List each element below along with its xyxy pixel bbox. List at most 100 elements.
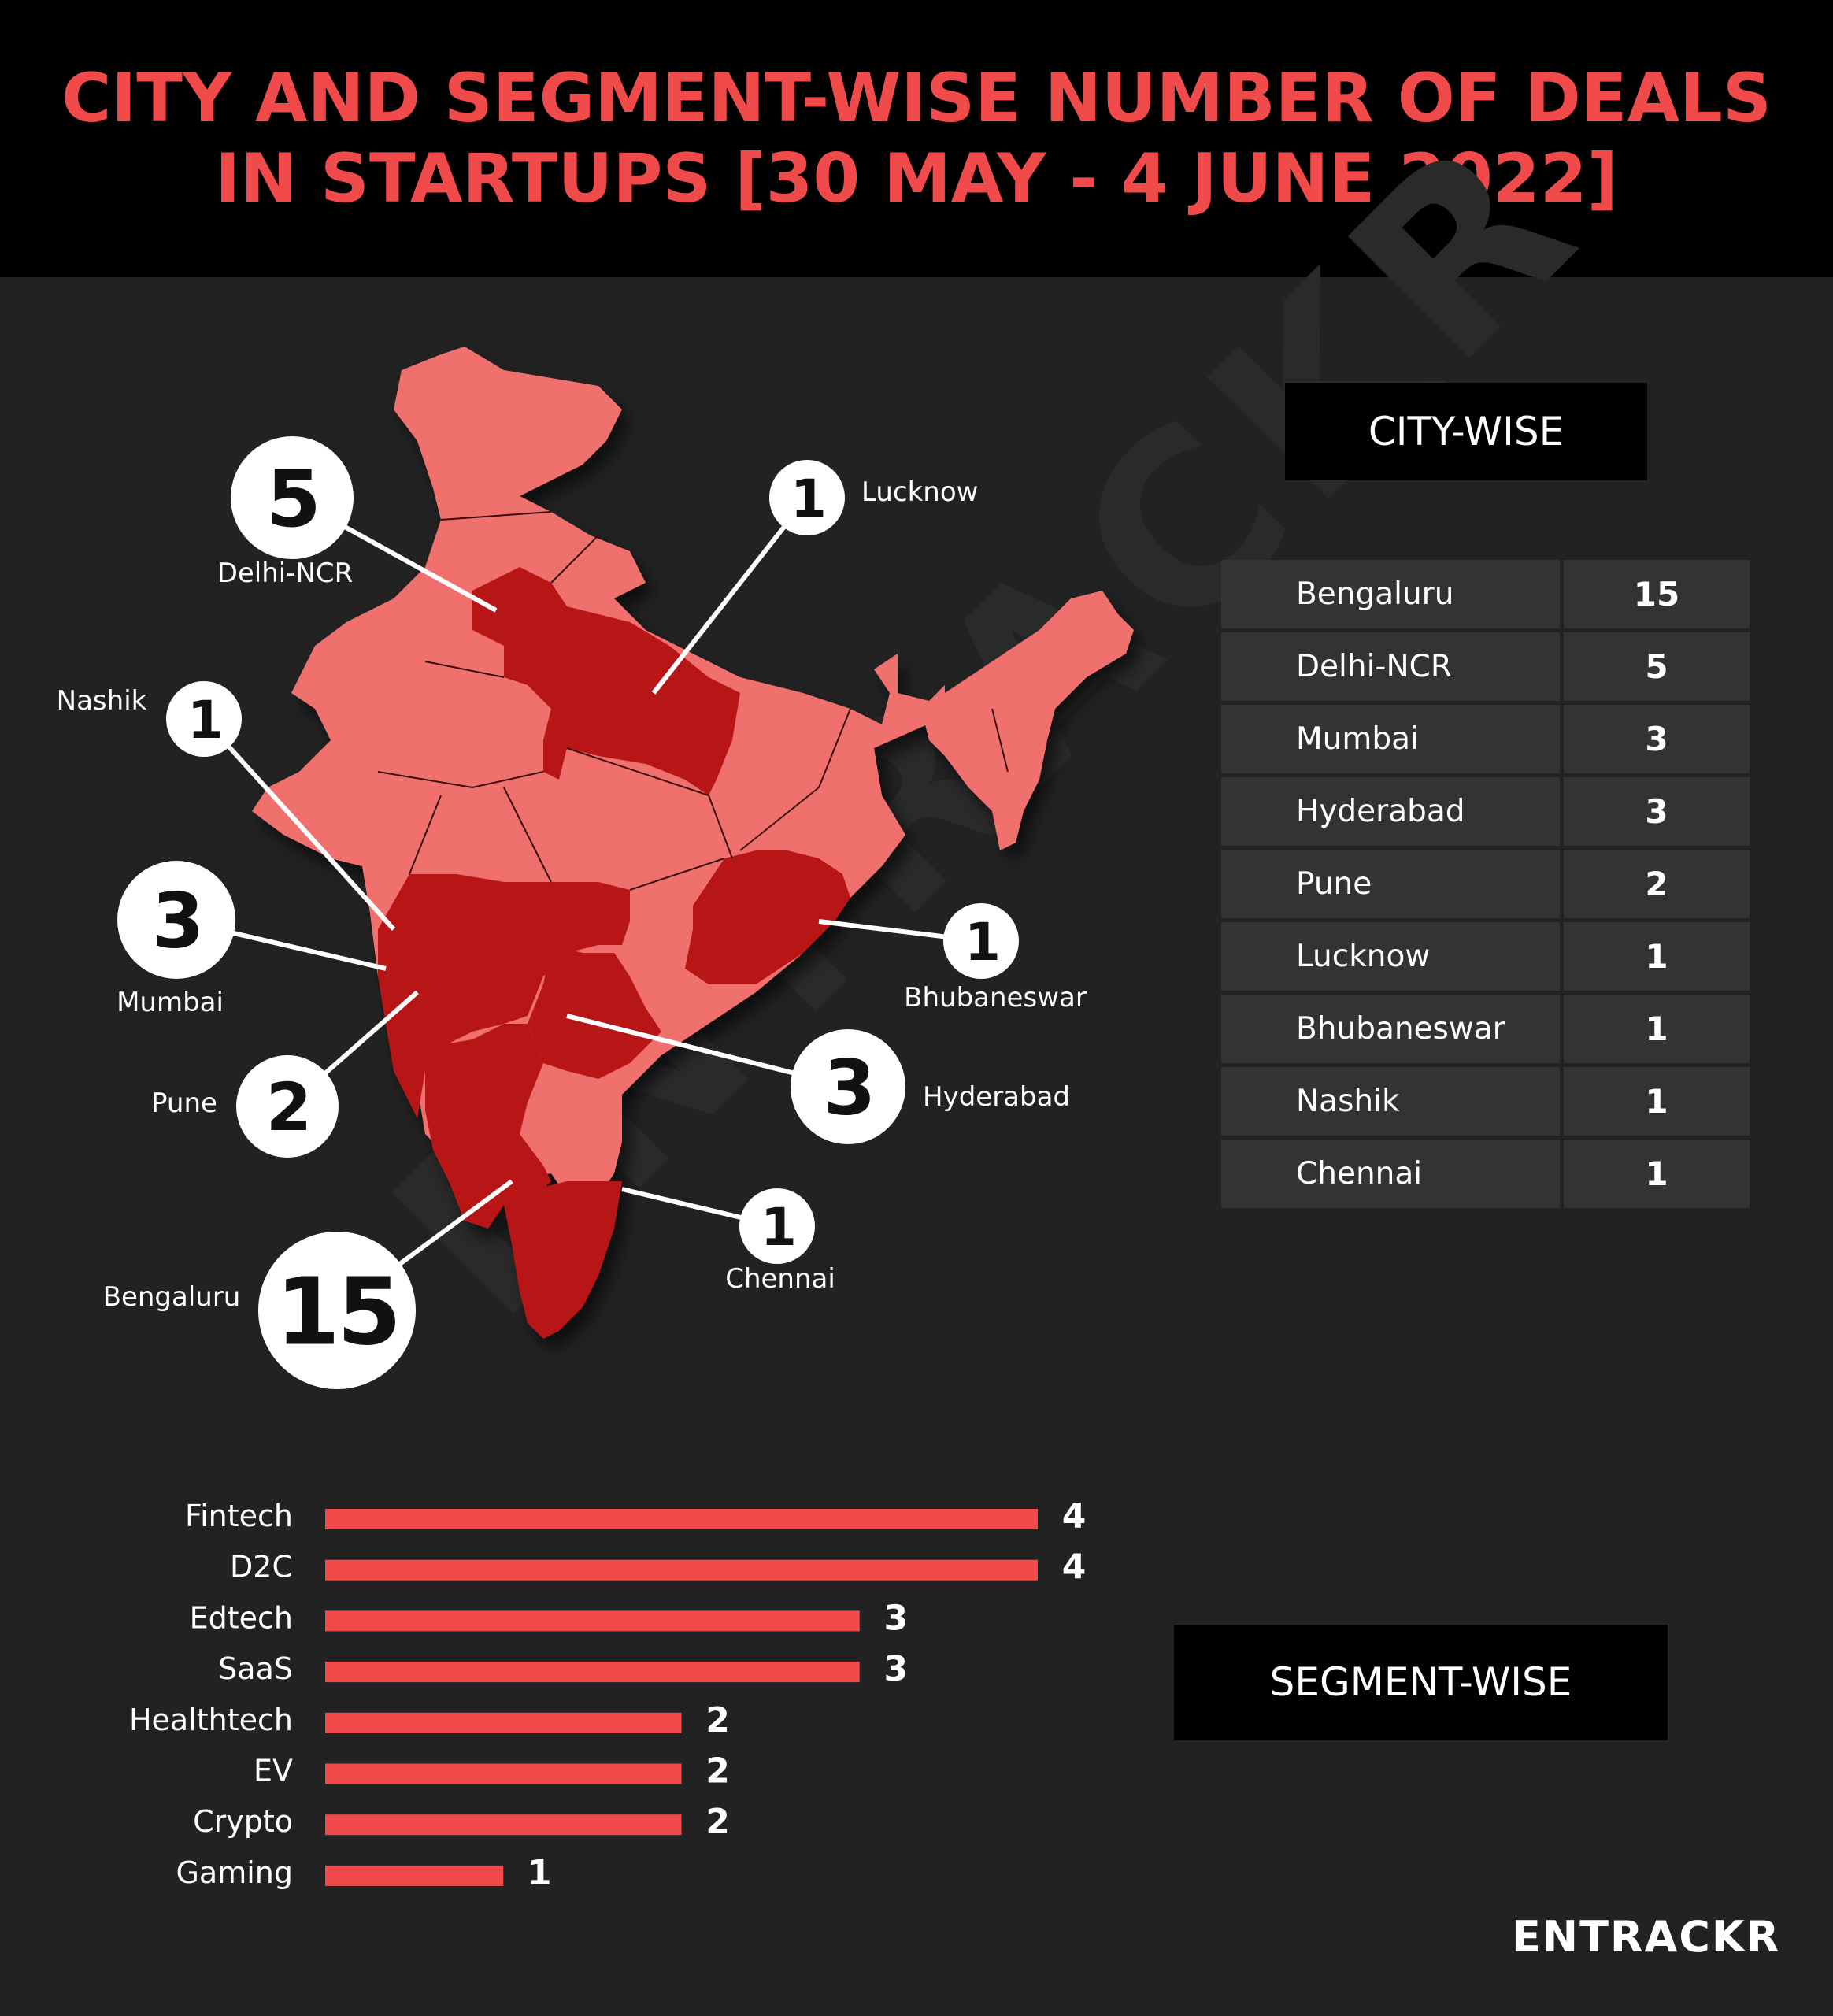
callout-value: 1 [965,912,998,973]
city-name-cell: Bhubaneswar [1221,995,1560,1063]
map-region-delhi-up [472,567,740,795]
city-row: Mumbai 3 [1221,705,1750,773]
city-name-cell: Hyderabad [1221,777,1560,846]
callout-mumbai: 3 Mumbai [117,861,387,1018]
page-title: CITY AND SEGMENT-WISE NUMBER OF DEALS IN… [0,58,1833,219]
bar-category-label: Crypto [193,1804,293,1839]
map-callouts: 15 Bengaluru 5 Delhi-NCR 3 Mumbai 3 Hyderabad 2 P… [57,436,1087,1389]
city-wise-table: Bengaluru 15 Delhi-NCR 5 Mumbai 3 Hyderabad 3 Pu… [1217,556,1753,1212]
callout-city-label: Delhi-NCR [217,558,354,589]
city-deals-cell: 1 [1564,1140,1750,1208]
map-region-tamilnadu [504,1181,622,1339]
callout-city-label: Lucknow [861,476,978,508]
bar-category-label: Edtech [190,1600,293,1635]
map-northeast [921,591,1134,850]
city-row: Nashik 1 [1221,1067,1750,1136]
map-region-karnataka [425,1024,551,1228]
callout-value: 1 [187,690,220,750]
bar-value-label: 2 [705,1802,730,1842]
bar-healthtech [325,1712,682,1733]
callout-chennai: 1 Chennai [621,1187,835,1295]
city-deals-cell: 1 [1564,922,1750,991]
callout-bhubaneswar: 1 Bhubaneswar [818,903,1087,1014]
bar-value-label: 2 [705,1700,730,1740]
callout-pune: 2 Pune [151,990,419,1158]
segment-wise-label: SEGMENT-WISE [1174,1625,1668,1740]
callout-value: 15 [276,1257,398,1366]
map-region-odisha [685,850,850,984]
city-row: Bengaluru 15 [1221,560,1750,628]
callout-value: 3 [152,877,202,965]
city-name-cell: Delhi-NCR [1221,632,1560,701]
bar-value-label: 4 [1062,1547,1087,1588]
bar-category-label: SaaS [218,1651,293,1686]
bar-fintech [325,1509,1038,1529]
callout-city-label: Hyderabad [923,1081,1070,1113]
city-deals-cell: 3 [1564,705,1750,773]
callout-circle [258,1232,416,1389]
callout-circle [166,681,242,757]
callout-value: 2 [266,1069,309,1146]
callout-circle [117,861,235,979]
callout-lucknow: 1 Lucknow [651,460,978,695]
callout-value: 3 [824,1044,873,1132]
title-line-2: IN STARTUPS [30 MAY - 4 JUNE 2022] [215,139,1618,218]
bar-category-label: D2C [230,1550,293,1584]
bar-value-label: 2 [705,1751,730,1792]
callout-hyderabad: 3 Hyderabad [566,1014,1070,1144]
city-row: Pune 2 [1221,850,1750,918]
callout-nashik: 1 Nashik [57,681,396,932]
city-deals-cell: 1 [1564,995,1750,1063]
city-row: Lucknow 1 [1221,922,1750,991]
bar-edtech [325,1610,860,1632]
india-map [252,346,1134,1339]
callout-circle [769,460,845,536]
map-region-maharashtra [378,874,630,1118]
header-banner: CITY AND SEGMENT-WISE NUMBER OF DEALS IN… [0,0,1833,277]
callout-city-label: Chennai [725,1263,835,1295]
city-name-cell: Chennai [1221,1140,1560,1208]
bar-saas [325,1662,860,1683]
entrackr-logo: ENTRACKR [1512,1912,1781,1962]
bar-ev [325,1763,682,1784]
callout-circle [236,1055,339,1158]
city-deals-cell: 2 [1564,850,1750,918]
bar-value-label: 4 [1062,1496,1087,1536]
title-line-1: CITY AND SEGMENT-WISE NUMBER OF DEALS [61,59,1772,138]
city-name-cell: Bengaluru [1221,560,1560,628]
callout-city-label: Mumbai [117,987,224,1018]
callout-circle [791,1029,905,1144]
bar-crypto [325,1814,682,1836]
city-deals-cell: 15 [1564,560,1750,628]
callout-delhi-ncr: 5 Delhi-NCR [217,436,498,613]
callout-bengaluru: 15 Bengaluru [103,1179,513,1389]
bar-category-label: Gaming [176,1855,293,1890]
city-deals-cell: 3 [1564,777,1750,846]
city-deals-cell: 5 [1564,632,1750,701]
bar-gaming [325,1865,504,1886]
callout-city-label: Bhubaneswar [904,982,1087,1014]
callout-leader-line [651,496,809,695]
callout-city-label: Nashik [57,685,147,717]
city-name-cell: Lucknow [1221,922,1560,991]
bar-category-label: Healthtech [129,1703,293,1737]
bar-value-label: 3 [883,1649,908,1689]
bar-d2c [325,1559,1038,1581]
callout-value: 5 [266,453,318,545]
map-state-borders [377,511,1009,891]
bar-value-label: 1 [528,1853,552,1893]
segment-bar-chart: Fintech 4 D2C 4 Edtech 3 SaaS 3 Healthtech 2 EV 2 Cr… [129,1496,1086,1893]
callout-value: 1 [761,1197,794,1258]
callout-circle [943,903,1019,979]
bar-value-label: 3 [883,1598,908,1638]
callout-circle [739,1188,815,1264]
city-name-cell: Pune [1221,850,1560,918]
city-row: Bhubaneswar 1 [1221,995,1750,1063]
callout-city-label: Bengaluru [103,1281,241,1313]
callout-circle [231,436,354,559]
map-region-telangana [528,945,661,1079]
callout-leader-line [202,717,396,932]
city-name-cell: Nashik [1221,1067,1560,1136]
city-row: Chennai 1 [1221,1140,1750,1208]
callout-city-label: Pune [151,1088,217,1119]
